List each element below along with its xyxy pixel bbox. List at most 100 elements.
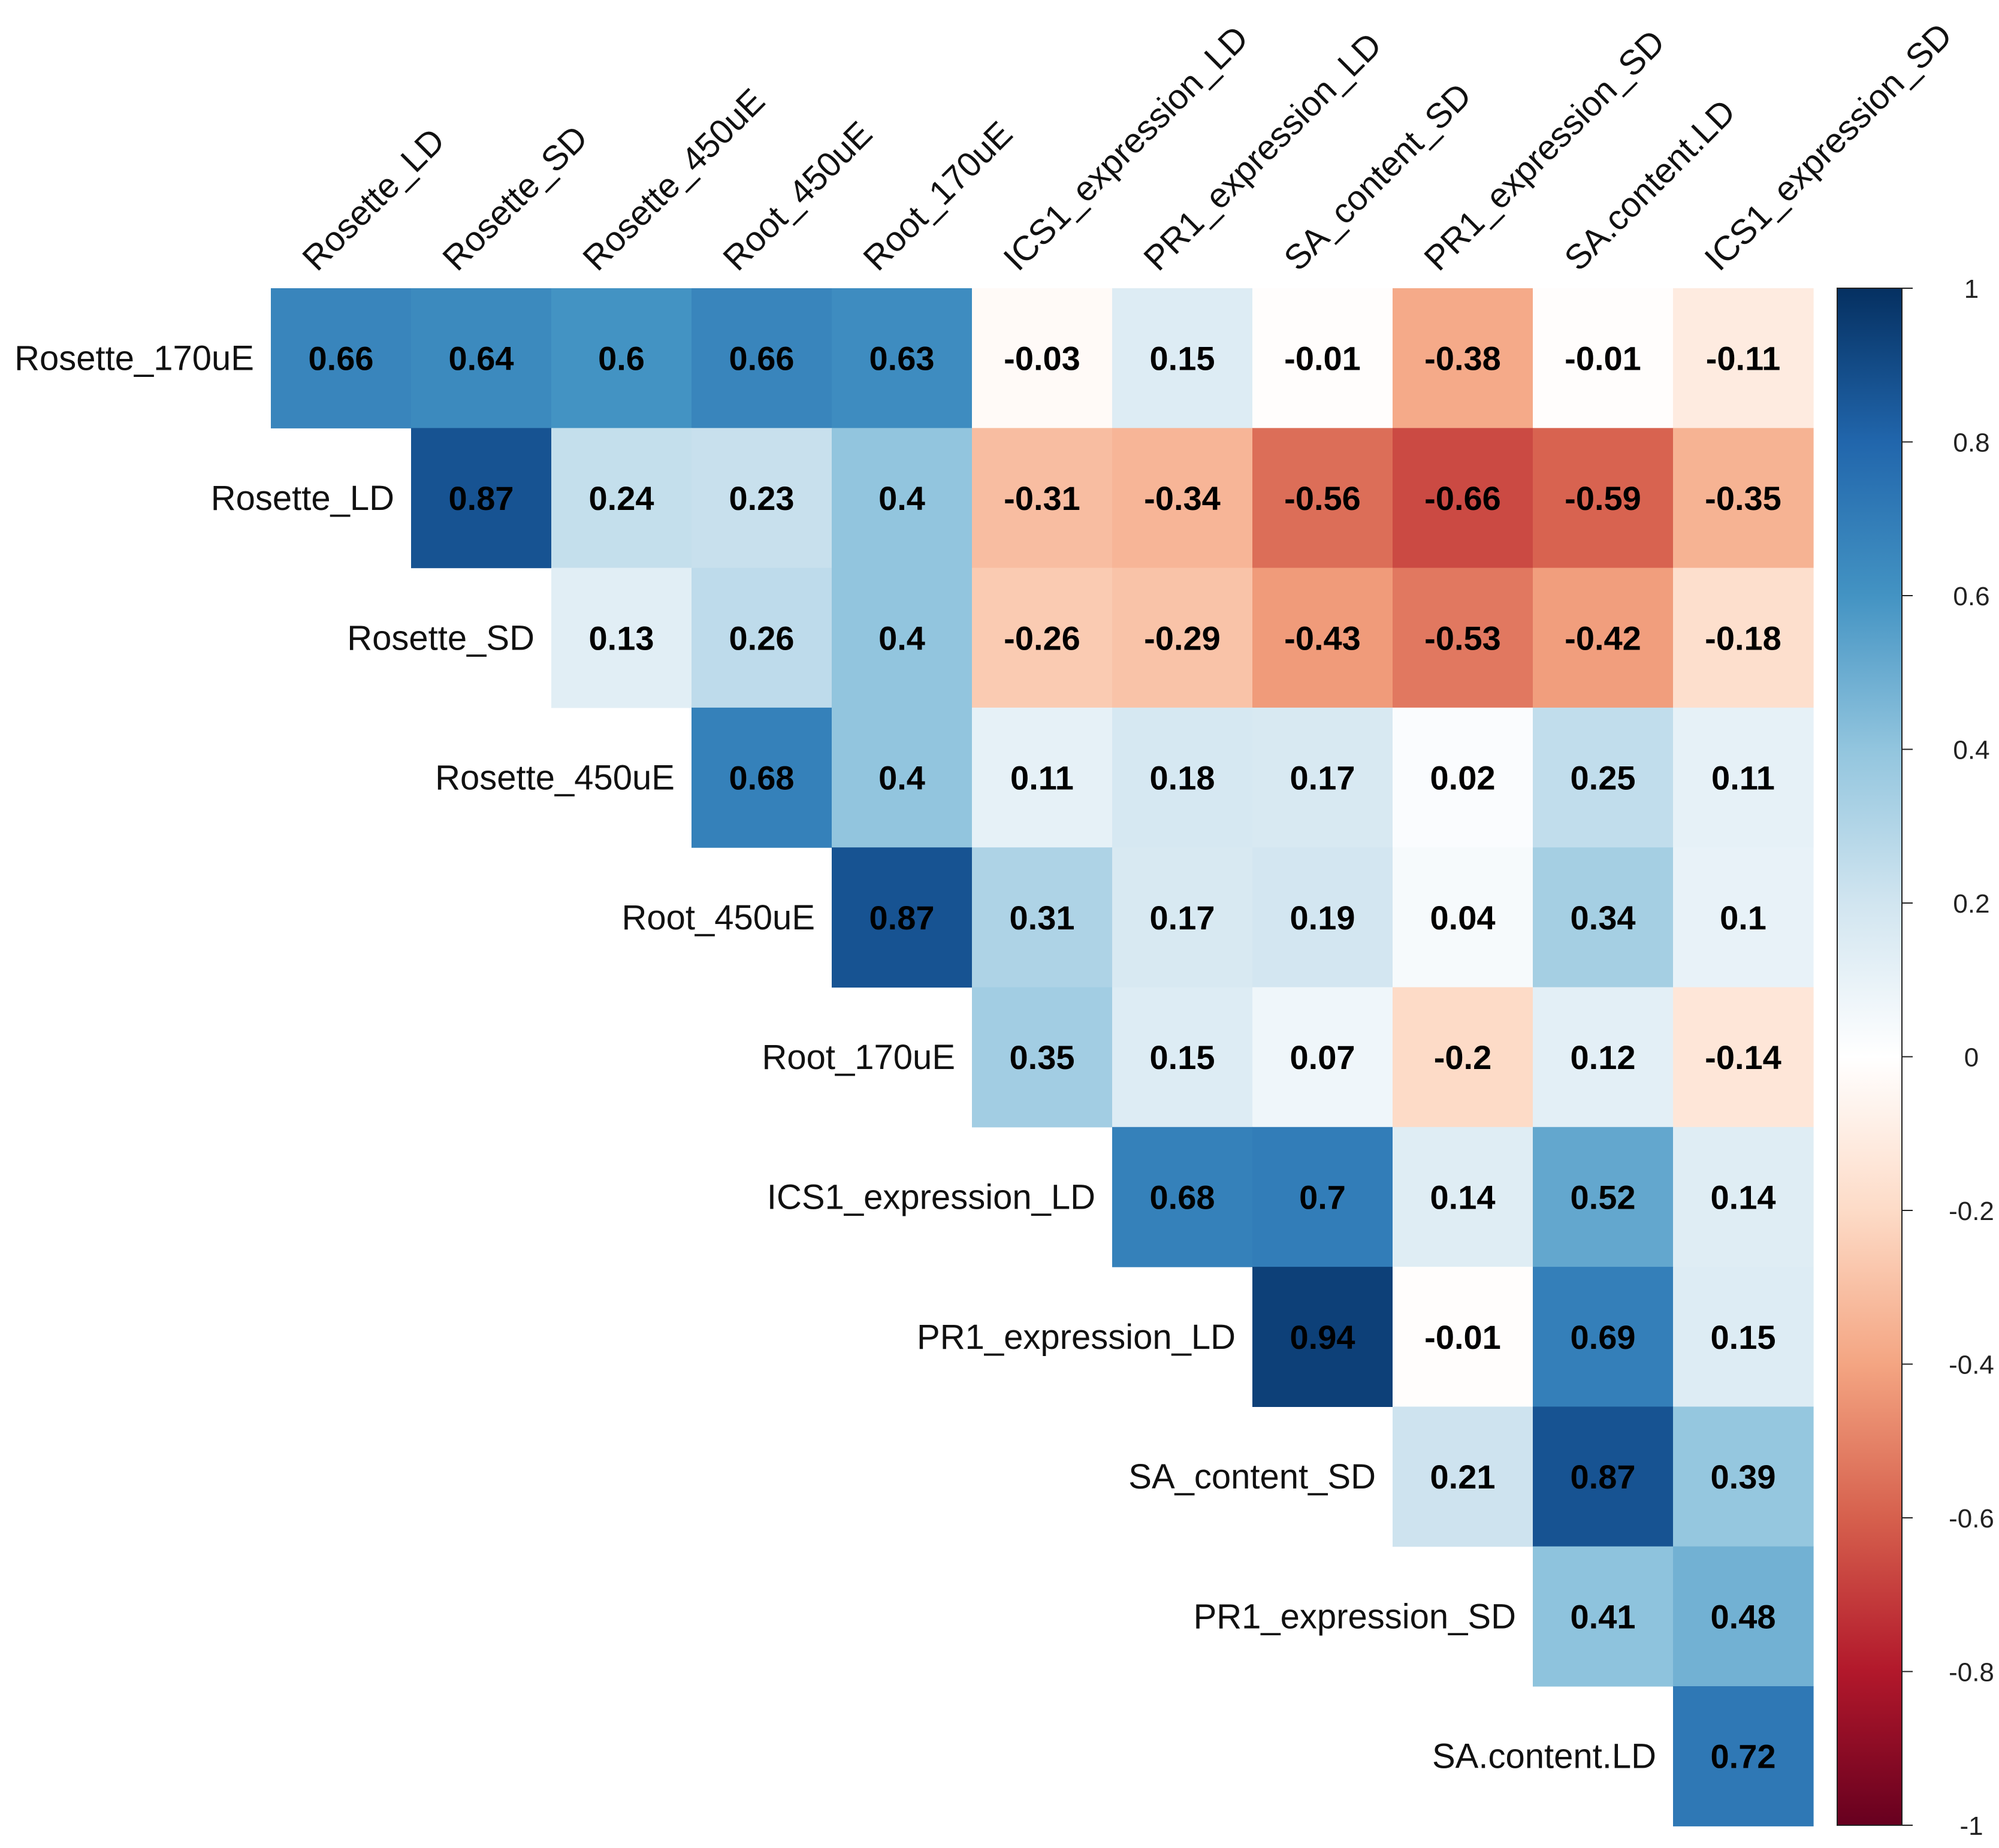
heatmap-cell	[1673, 707, 1814, 848]
cell-value-label: 0.17	[1150, 899, 1215, 937]
cell-value-label: 0.31	[1010, 899, 1075, 937]
cell-value-label: 0.52	[1571, 1178, 1636, 1216]
cell-value-label: 0.15	[1150, 1038, 1215, 1076]
heatmap-cell	[1112, 428, 1253, 569]
heatmap-cell	[1252, 1127, 1393, 1267]
color-scale-tick-label: 0.8	[1953, 428, 1989, 458]
cell-value-label: -0.2	[1434, 1038, 1492, 1076]
heatmap-cell	[551, 288, 692, 428]
row-label-sa-content-ld: SA.content.LD	[1432, 1737, 1656, 1776]
color-scale-tick-label: -0.4	[1949, 1351, 1994, 1380]
cell-value-label: 0.48	[1711, 1598, 1776, 1635]
row-label-rosette-sd: Rosette_SD	[347, 618, 535, 657]
cell-value-label: 0.17	[1290, 759, 1355, 797]
row-label-pr1-expression-sd: PR1_expression_SD	[1194, 1597, 1516, 1636]
column-label-pr1-expression-ld: PR1_expression_LD	[1136, 25, 1389, 278]
heatmap-cell	[1673, 987, 1814, 1128]
heatmap-cell	[1673, 1406, 1814, 1547]
heatmap-cell	[832, 707, 973, 848]
row-label-ics1-expression-ld: ICS1_expression_LD	[767, 1177, 1095, 1216]
heatmap-cell	[1393, 707, 1533, 848]
cell-value-label: 0.68	[729, 759, 795, 797]
column-label-pr1-expression-sd: PR1_expression_SD	[1417, 23, 1672, 279]
heatmap-cell	[1673, 1267, 1814, 1407]
heatmap-cell	[1673, 847, 1814, 988]
column-labels: Rosette_LDRosette_SDRosette_450uERoot_45…	[295, 16, 1959, 278]
cell-value-label: 0.14	[1711, 1178, 1776, 1216]
cell-value-label: 0.15	[1711, 1318, 1776, 1356]
color-legend: 1 0.8 0.6 0.4 0.2 0 -0.2 -0.4 -0.6 -0.8 -1	[1837, 274, 1994, 1841]
heatmap-cell	[1673, 1686, 1814, 1826]
heatmap-cell	[972, 567, 1113, 708]
heatmap-cell	[1673, 1546, 1814, 1687]
row-labels: Rosette_170uE Rosette_LD Rosette_SD Rosette…	[14, 339, 1656, 1776]
cell-value-label: -0.66	[1424, 479, 1501, 517]
heatmap-cell	[692, 288, 832, 428]
heatmap-cell	[692, 567, 832, 708]
cell-value-label: 0.26	[729, 619, 795, 657]
cell-value-label: 0.41	[1571, 1598, 1636, 1635]
heatmap-cell	[692, 428, 832, 569]
cell-value-label: 0.25	[1571, 759, 1636, 797]
cell-value-label: 0.13	[589, 619, 654, 657]
heatmap-cell	[1673, 1127, 1814, 1267]
cell-value-label: 0.07	[1290, 1038, 1355, 1076]
heatmap-cell	[832, 567, 973, 708]
column-label-rosette-ld: Rosette_LD	[295, 121, 452, 279]
row-label-rosette-450ue: Rosette_450uE	[435, 759, 675, 798]
heatmap-cell	[1393, 288, 1533, 428]
cell-value-label: -0.11	[1706, 340, 1781, 378]
cell-value-label: 0.02	[1430, 759, 1496, 797]
heatmap-cell	[832, 428, 973, 569]
heatmap-cell	[411, 428, 552, 569]
cell-value-label: -0.38	[1424, 340, 1501, 378]
cell-value-label: -0.01	[1284, 340, 1361, 378]
cell-value-label: 0.6	[598, 340, 645, 378]
row-label-pr1-expression-ld: PR1_expression_LD	[917, 1318, 1236, 1357]
heatmap-cell	[832, 847, 973, 988]
cell-value-label: -0.18	[1705, 619, 1781, 657]
heatmap-cell	[1673, 288, 1814, 428]
cell-value-label: -0.01	[1565, 340, 1641, 378]
cell-value-label: -0.35	[1705, 479, 1781, 517]
cell-value-label: 0.24	[589, 479, 654, 517]
cell-value-label: 0.63	[869, 340, 935, 378]
heatmap-cell	[972, 987, 1113, 1128]
heatmap-cell	[1112, 567, 1253, 708]
heatmap-cell	[972, 288, 1113, 428]
heatmap-cell	[1533, 1127, 1674, 1267]
cell-value-label: 0.39	[1711, 1458, 1776, 1496]
row-label-root-170ue: Root_170uE	[762, 1038, 955, 1077]
cell-value-label: -0.03	[1004, 340, 1080, 378]
heatmap-cell	[692, 707, 832, 848]
cell-value-label: -0.42	[1565, 619, 1641, 657]
heatmap-cell	[551, 428, 692, 569]
cell-value-label: 0.12	[1571, 1038, 1636, 1076]
row-label-rosette-170ue: Rosette_170uE	[14, 339, 254, 378]
cell-value-label: 0.21	[1430, 1458, 1496, 1496]
heatmap-cell	[1393, 847, 1533, 988]
cell-value-label: 0.14	[1430, 1178, 1496, 1216]
color-scale-tick-label: -1	[1959, 1811, 1983, 1841]
heatmap-cell	[1393, 567, 1533, 708]
cell-value-label: 0.66	[729, 340, 795, 378]
heatmap-cell	[1533, 1406, 1674, 1547]
cell-value-label: -0.14	[1705, 1038, 1781, 1076]
cell-value-label: 0.87	[449, 479, 514, 517]
row-label-sa-content-sd: SA_content_SD	[1128, 1457, 1376, 1496]
cell-value-label: -0.56	[1284, 479, 1361, 517]
heatmap-cell	[1533, 288, 1674, 428]
cell-value-label: 0.7	[1299, 1178, 1346, 1216]
heatmap-cell	[1112, 707, 1253, 848]
row-label-rosette-ld: Rosette_LD	[211, 479, 394, 518]
heatmap-cell	[551, 567, 692, 708]
heatmap-cell	[411, 288, 552, 428]
color-scale-tick-label: -0.6	[1949, 1504, 1994, 1533]
cell-value-label: 0.19	[1290, 899, 1355, 937]
cell-value-label: 0.11	[1711, 759, 1775, 797]
column-label-ics1-expression-ld: ICS1_expression_LD	[996, 19, 1256, 279]
heatmap-cell	[1533, 1267, 1674, 1407]
heatmap-cell	[1393, 428, 1533, 569]
heatmap-cell	[1393, 1406, 1533, 1547]
heatmap-cell	[271, 288, 412, 428]
